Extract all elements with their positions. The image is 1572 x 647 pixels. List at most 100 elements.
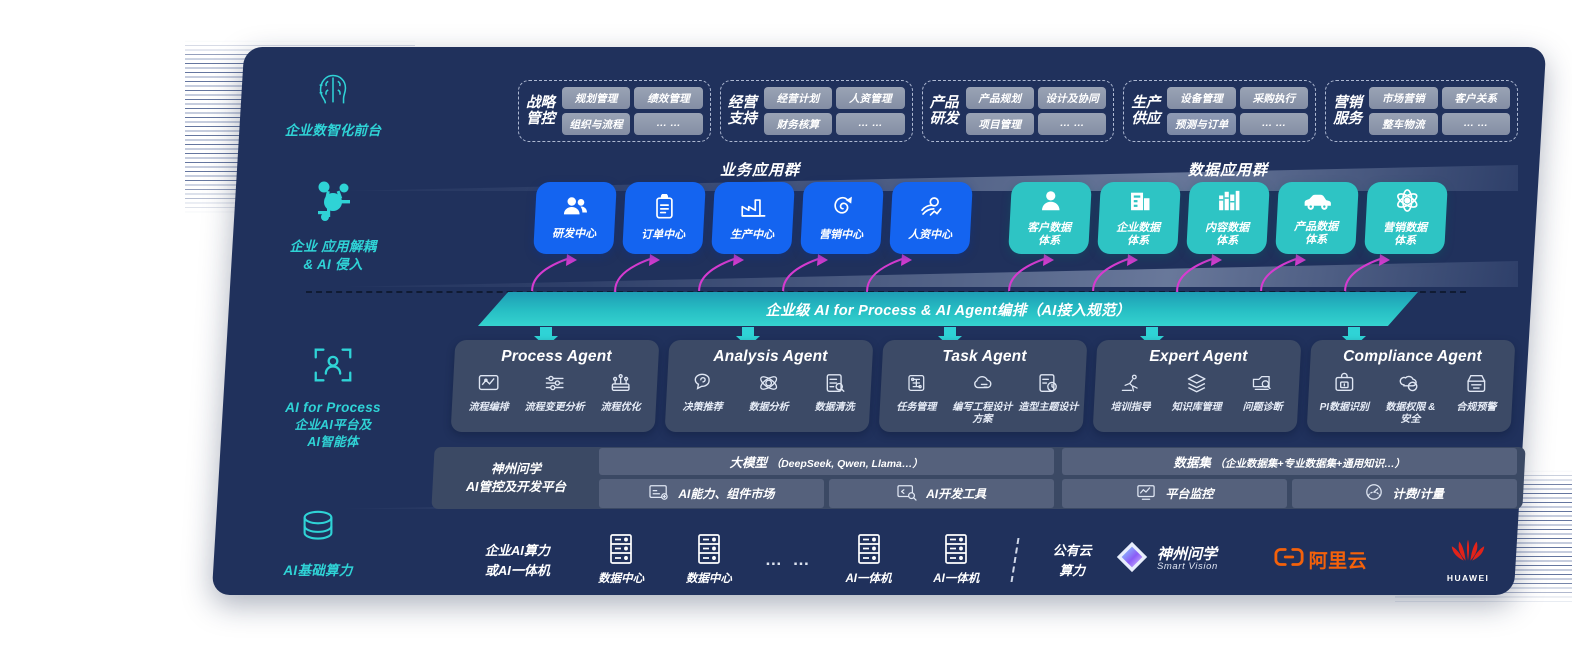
domain-group-marketing-service[interactable]: 营销 服务 市场营销 客户关系 整车物流 … …: [1325, 80, 1518, 142]
card-hr-center[interactable]: 人资中心: [889, 182, 973, 254]
agent-capability[interactable]: 数据权限 & 安全: [1378, 372, 1442, 425]
vendor-huawei[interactable]: HUAWEI: [1423, 537, 1513, 583]
domain-tag[interactable]: 市场营销: [1369, 87, 1438, 109]
card-label: 研发中心: [552, 228, 597, 241]
ai-dev-tools[interactable]: AI开发工具: [828, 479, 1054, 508]
domain-tag[interactable]: 预测与订单: [1167, 113, 1236, 135]
domain-tag[interactable]: 项目管理: [965, 113, 1034, 135]
domain-group-product-rd[interactable]: 产品 研发 产品规划 设计及协同 项目管理 … …: [921, 80, 1115, 142]
building-icon: [1127, 189, 1152, 218]
domain-tag[interactable]: … …: [634, 113, 703, 135]
domain-tag[interactable]: … …: [1037, 113, 1107, 135]
infra-node-label: AI一体机: [845, 572, 892, 585]
agent-capability[interactable]: 知识库管理: [1165, 372, 1229, 414]
domain-group-strategy[interactable]: 战略 管控 规划管理 绩效管理 组织与流程 … …: [518, 80, 711, 142]
domain-tag[interactable]: 客户关系: [1441, 87, 1510, 109]
aliyun-logo: [1274, 546, 1304, 573]
agent-capability[interactable]: 流程优化: [589, 372, 653, 414]
rail-label-2: & AI 侵入: [303, 257, 363, 273]
clipboard-list-icon: [652, 193, 676, 225]
infra-node-aio-2[interactable]: AI一体机: [912, 533, 1000, 586]
domain-tag[interactable]: 组织与流程: [562, 113, 631, 135]
domain-tag[interactable]: 人资管理: [836, 87, 905, 109]
vendor-smartvision[interactable]: 神州问学 Smart Vision: [1114, 539, 1274, 580]
alert-box-icon: [1464, 374, 1488, 398]
agent-analysis[interactable]: Analysis Agent 决策推荐: [664, 340, 874, 432]
agent-capability[interactable]: PI数据识别: [1312, 372, 1376, 414]
vendor-aliyun[interactable]: 阿里云: [1274, 546, 1424, 573]
billing-metering[interactable]: 计费/计量: [1291, 479, 1516, 508]
capability-label-line1: 数据权限 &: [1385, 402, 1436, 413]
domain-tag[interactable]: 规划管理: [562, 87, 631, 109]
domain-tag[interactable]: 整车物流: [1369, 113, 1438, 135]
card-marketing-data[interactable]: 营销数据 体系: [1364, 182, 1448, 254]
domain-tag[interactable]: … …: [1441, 113, 1510, 135]
server-rack-icon: [694, 533, 724, 569]
card-label-line2: 体系: [1038, 234, 1061, 247]
domain-tag[interactable]: 采购执行: [1239, 87, 1309, 109]
agent-compliance[interactable]: Compliance Agent PI数据识别: [1306, 340, 1516, 432]
rail-label-3: AI智能体: [307, 435, 359, 450]
domain-name-line2: 服务: [1333, 111, 1363, 127]
capability-label: PI数据识别: [1319, 402, 1370, 413]
agent-capability[interactable]: 编写工程设计方案: [950, 372, 1014, 425]
card-production-center[interactable]: 生产中心: [711, 182, 795, 254]
domain-tag[interactable]: 经营计划: [763, 87, 833, 109]
rail-front-office: 企业数智化前台: [228, 65, 438, 140]
card-content-data[interactable]: 内容数据 体系: [1186, 182, 1270, 254]
smartvision-diamond-logo: [1114, 539, 1150, 580]
ai-orchestration-banner[interactable]: 企业级 AI for Process & AI Agent编排（AI接入规范）: [478, 292, 1418, 326]
card-label-line2: 体系: [1127, 234, 1150, 247]
card-order-center[interactable]: 订单中心: [622, 182, 706, 254]
diagnose-search-icon: [1251, 375, 1275, 398]
agent-capability[interactable]: 造型主题设计: [1016, 372, 1080, 414]
infra-node-aio-1[interactable]: AI一体机: [825, 533, 913, 586]
vendor-name-cn: 神州问学: [1156, 545, 1217, 563]
rail-ai-compute: AI基础算力: [228, 507, 408, 580]
agent-capability[interactable]: 流程变更分析: [523, 372, 587, 414]
card-customer-data[interactable]: 客户数据 体系: [1008, 182, 1092, 254]
atom-icon: [1394, 188, 1419, 218]
agent-capability[interactable]: 问题诊断: [1231, 372, 1295, 414]
domain-group-production-supply[interactable]: 生产 供应 设备管理 采购执行 预测与订单 … …: [1123, 80, 1317, 142]
domain-tag[interactable]: 设计及协同: [1037, 87, 1107, 109]
large-model-bar[interactable]: 大模型 （DeepSeek, Qwen, Llama…）: [599, 448, 1054, 475]
capability-label: 数据分析: [748, 402, 789, 413]
agent-capability[interactable]: 数据分析: [737, 372, 801, 414]
agent-capability[interactable]: 数据清洗: [803, 372, 867, 414]
card-rd-center[interactable]: 研发中心: [533, 182, 617, 254]
domain-name-line1: 生产: [1131, 94, 1161, 111]
infra-node-datacenter-2[interactable]: 数据中心: [665, 533, 753, 586]
domain-tag[interactable]: 绩效管理: [634, 87, 703, 109]
vendor-name-en: Smart Vision: [1156, 561, 1218, 573]
agent-expert[interactable]: Expert Agent 培训指导: [1092, 340, 1302, 432]
domain-tag[interactable]: … …: [836, 113, 905, 135]
agent-capability[interactable]: 任务管理: [884, 372, 948, 414]
agent-capability[interactable]: 决策推荐: [671, 372, 735, 414]
infra-node-datacenter-1[interactable]: 数据中心: [577, 533, 665, 586]
domain-tag[interactable]: … …: [1239, 113, 1309, 135]
id-card-lock-icon: [1332, 372, 1356, 398]
domain-tag[interactable]: 产品规划: [965, 87, 1034, 109]
rail-label-2: 企业AI平台及: [294, 418, 372, 433]
platform-cell-label: 计费/计量: [1391, 487, 1444, 501]
capability-label: 任务管理: [896, 402, 937, 413]
ai-capability-market[interactable]: AI能力、组件市场: [599, 479, 824, 508]
domain-group-operations[interactable]: 经营 支持 经营计划 人资管理 财务核算 … …: [719, 80, 913, 142]
agent-process[interactable]: Process Agent 流程编排: [450, 340, 660, 432]
platform-monitoring[interactable]: 平台监控: [1061, 479, 1287, 508]
enterprise-compute-line2: 或AI一体机: [484, 562, 550, 578]
card-marketing-center[interactable]: 营销中心: [800, 182, 884, 254]
agent-capability[interactable]: 合规预警: [1444, 372, 1508, 414]
domain-tag[interactable]: 设备管理: [1167, 87, 1236, 109]
domain-tag[interactable]: 财务核算: [763, 113, 833, 135]
agent-task[interactable]: Task Agent 任务管理: [878, 340, 1088, 432]
agent-capability[interactable]: 培训指导: [1099, 372, 1163, 414]
card-label-line1: 客户数据: [1027, 221, 1072, 234]
card-enterprise-data[interactable]: 企业数据 体系: [1097, 182, 1181, 254]
agent-capability[interactable]: 流程编排: [457, 372, 521, 414]
public-cloud-label: 公有云 算力: [1030, 540, 1114, 579]
dataset-bar[interactable]: 数据集 （企业数据集+专业数据集+通用知识…）: [1061, 448, 1516, 475]
card-product-data[interactable]: 产品数据 体系: [1275, 182, 1359, 254]
molecule-node-icon: [228, 175, 438, 232]
